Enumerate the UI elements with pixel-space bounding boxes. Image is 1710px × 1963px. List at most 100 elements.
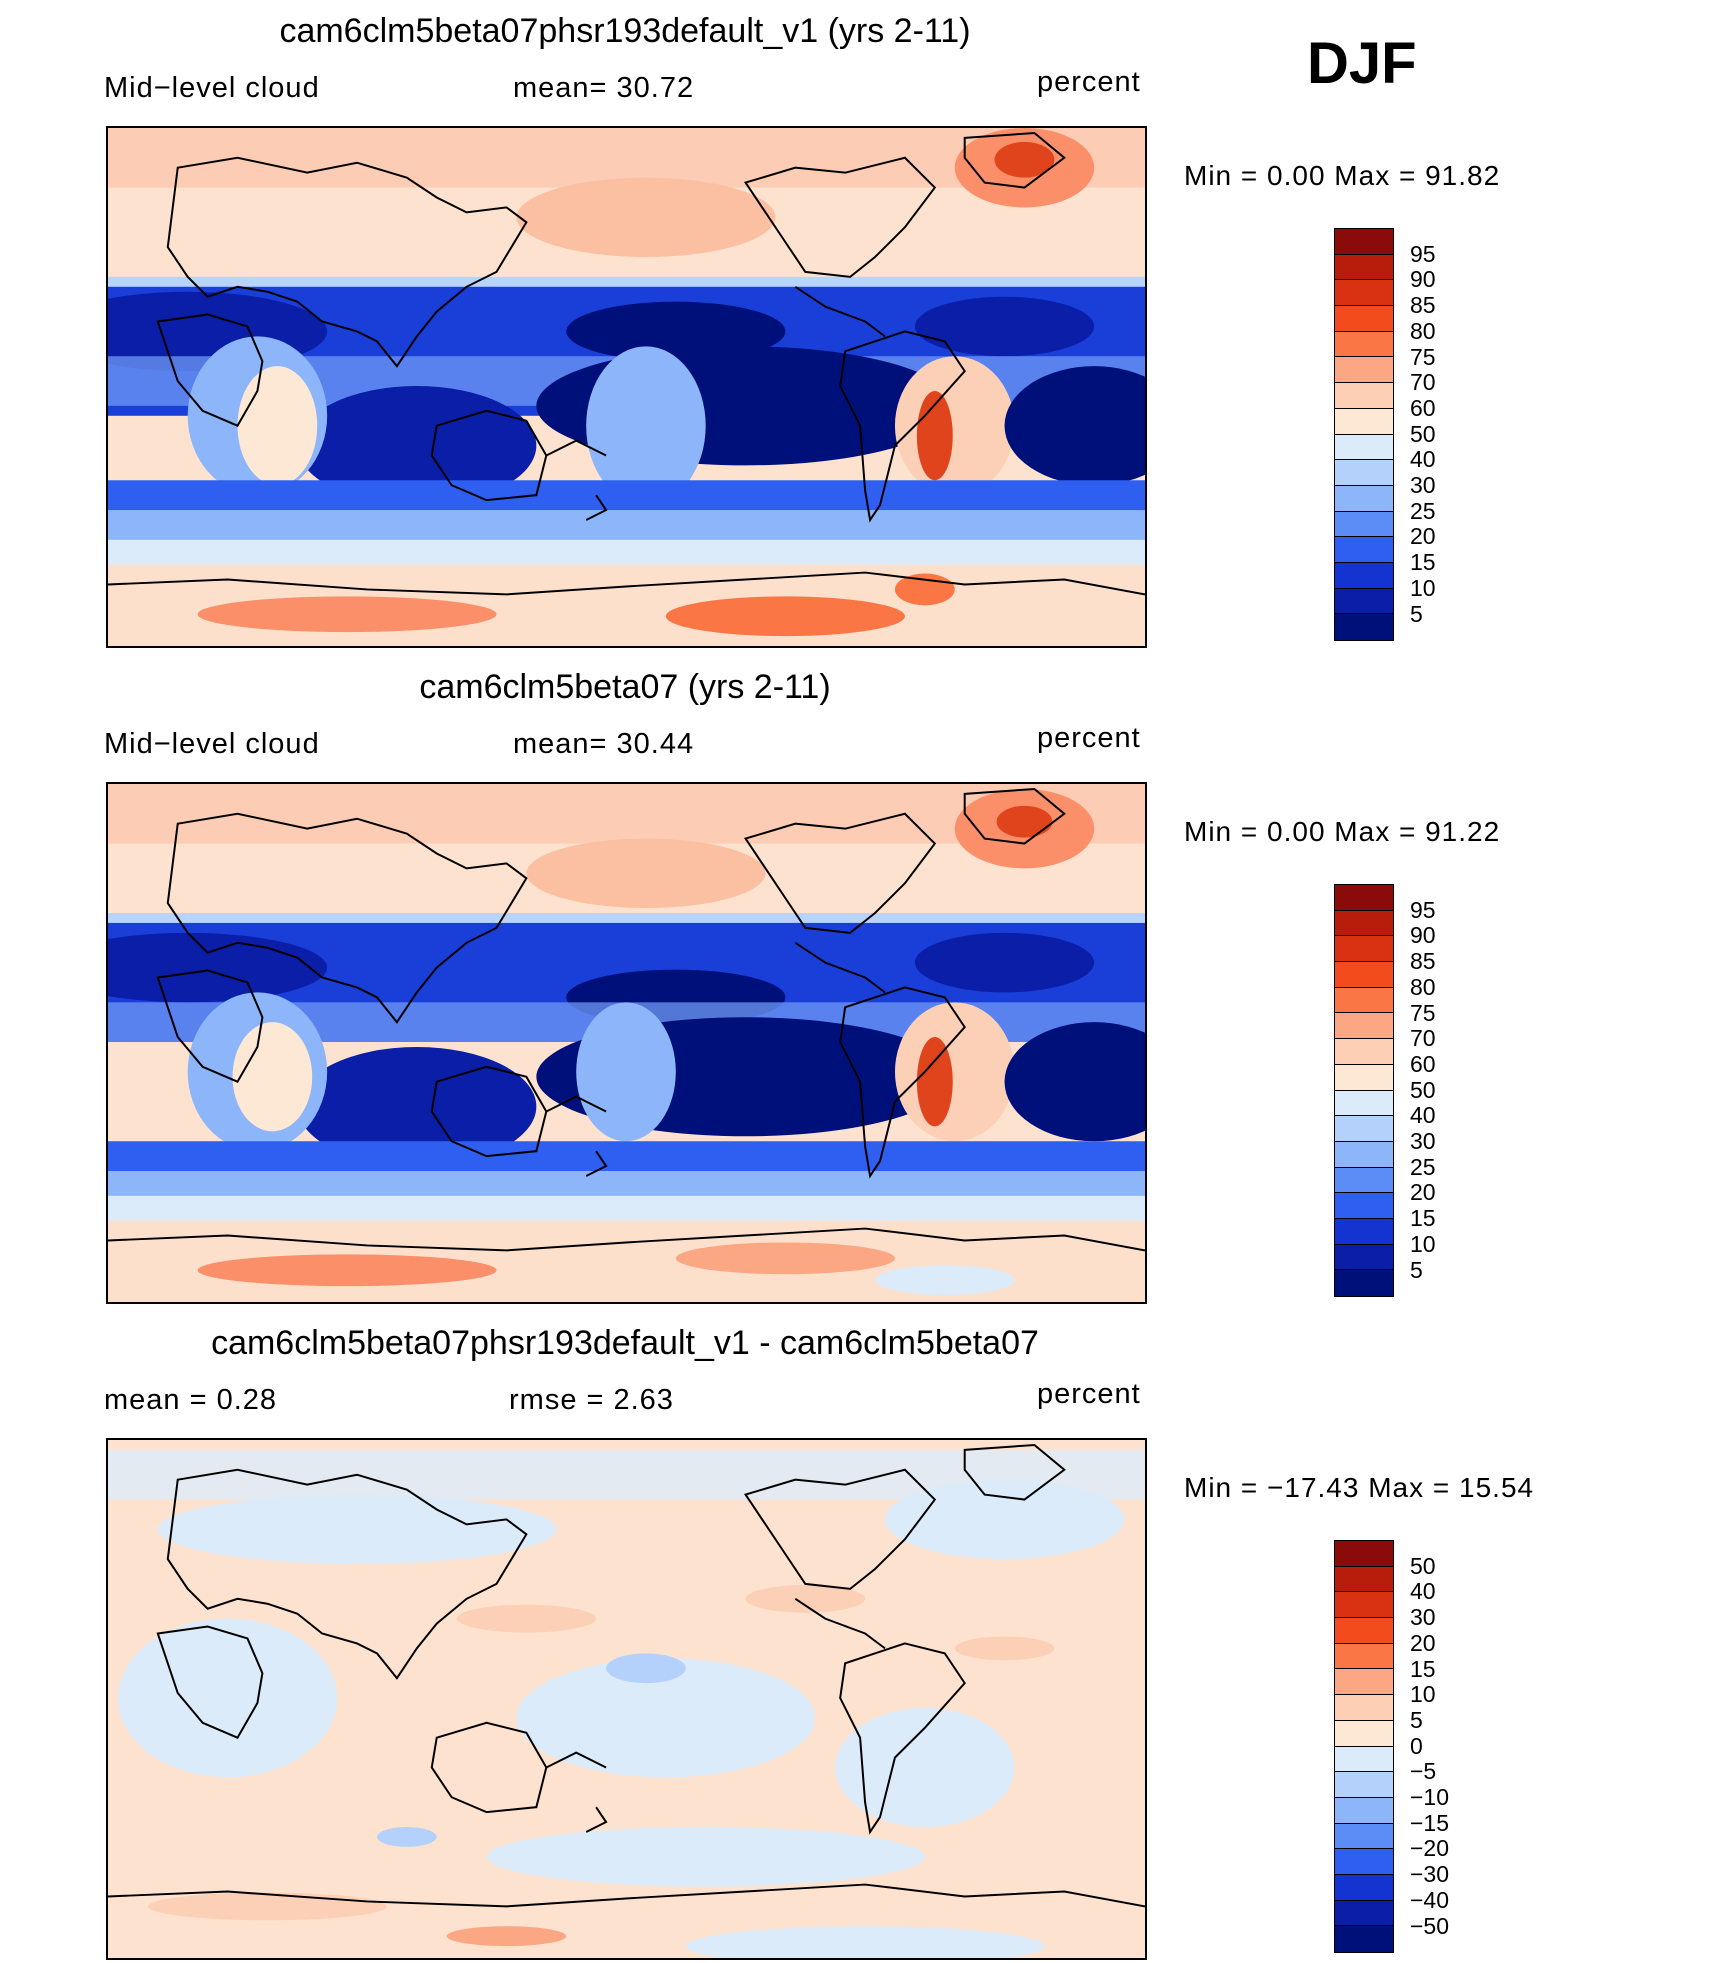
colorbar-tick-label: 10: [1410, 1230, 1436, 1257]
colorbar-tick-label: 95: [1410, 240, 1436, 267]
colorbar-tick-label: 90: [1410, 922, 1436, 949]
colorbar-swatch: [1335, 1244, 1393, 1271]
colorbar-tick-label: 60: [1410, 1050, 1436, 1077]
colorbar-tick-label: 20: [1410, 1179, 1436, 1206]
colorbar-tick-label: 5: [1410, 1256, 1423, 1283]
colorbar-swatch: [1335, 614, 1393, 640]
panel-2-variable-label: Mid−level cloud: [104, 728, 320, 760]
colorbar-swatch: [1335, 885, 1393, 911]
panel-3-contour-field: [108, 1440, 1145, 1958]
panel-2-colorbar: [1334, 884, 1394, 1297]
colorbar-swatch: [1335, 1849, 1393, 1875]
colorbar-tick-label: 90: [1410, 266, 1436, 293]
colorbar-tick-label: 10: [1410, 574, 1436, 601]
colorbar-swatch: [1335, 1193, 1393, 1219]
panel-3-coastlines: [108, 1443, 1145, 1908]
colorbar-tick-label: 15: [1410, 1205, 1436, 1232]
colorbar-swatch: [1335, 1874, 1393, 1901]
colorbar-tick-label: 25: [1410, 497, 1436, 524]
colorbar-tick-label: 95: [1410, 896, 1436, 923]
panel-1-contour-field: [108, 128, 1145, 646]
colorbar-swatch: [1335, 1900, 1393, 1927]
colorbar-swatch: [1335, 1720, 1393, 1747]
panel-1-min-max: Min = 0.00 Max = 91.82: [1184, 160, 1501, 191]
colorbar-swatch: [1335, 1090, 1393, 1117]
colorbar-swatch: [1335, 1218, 1393, 1245]
colorbar-tick-label: 75: [1410, 343, 1436, 370]
colorbar-swatch: [1335, 1116, 1393, 1142]
panel-3-map: [106, 1438, 1147, 1960]
colorbar-tick-label: 30: [1410, 1604, 1436, 1631]
colorbar-tick-label: 75: [1410, 999, 1436, 1026]
panel-3-mean-label: mean = 0.28: [104, 1384, 278, 1416]
panel-2-contour-field: [108, 784, 1145, 1302]
colorbar-swatch: [1335, 460, 1393, 486]
colorbar-swatch: [1335, 1643, 1393, 1670]
colorbar-swatch: [1335, 1746, 1393, 1773]
colorbar-tick-label: 10: [1410, 1681, 1436, 1708]
panel-1-title: cam6clm5beta07phsr193default_v1 (yrs 2-1…: [279, 12, 971, 50]
panel-2-coastlines: [108, 787, 1145, 1252]
panel-1-mean-label: mean= 30.72: [513, 72, 695, 104]
season-label: DJF: [1307, 31, 1417, 96]
colorbar-swatch: [1335, 562, 1393, 589]
panel-2-title: cam6clm5beta07 (yrs 2-11): [419, 668, 831, 706]
panel-1-coastlines: [108, 131, 1145, 596]
colorbar-swatch: [1335, 987, 1393, 1014]
colorbar-swatch: [1335, 1592, 1393, 1619]
colorbar-tick-label: 85: [1410, 948, 1436, 975]
colorbar-tick-label: 25: [1410, 1153, 1436, 1180]
colorbar-swatch: [1335, 434, 1393, 461]
panel-1-map: [106, 126, 1147, 648]
colorbar-swatch: [1335, 1618, 1393, 1644]
colorbar-swatch: [1335, 1064, 1393, 1091]
colorbar-tick-label: 15: [1410, 549, 1436, 576]
colorbar-swatch: [1335, 229, 1393, 255]
colorbar-tick-label: 85: [1410, 292, 1436, 319]
panel-3-colorbar: [1334, 1540, 1394, 1953]
colorbar-tick-label: −40: [1410, 1886, 1450, 1913]
colorbar-tick-label: 5: [1410, 600, 1423, 627]
panel-2-units-label: percent: [1037, 722, 1141, 754]
colorbar-swatch: [1335, 306, 1393, 332]
colorbar-swatch: [1335, 962, 1393, 988]
colorbar-tick-label: 20: [1410, 523, 1436, 550]
colorbar-tick-label: −30: [1410, 1861, 1450, 1888]
colorbar-tick-label: −20: [1410, 1835, 1450, 1862]
colorbar-tick-label: 70: [1410, 1025, 1436, 1052]
colorbar-tick-label: 60: [1410, 394, 1436, 421]
colorbar-tick-label: 40: [1410, 1102, 1436, 1129]
colorbar-swatch: [1335, 1039, 1393, 1065]
colorbar-tick-label: 40: [1410, 446, 1436, 473]
colorbar-tick-label: 50: [1410, 1552, 1436, 1579]
colorbar-swatch: [1335, 280, 1393, 307]
colorbar-tick-label: −50: [1410, 1912, 1450, 1939]
colorbar-tick-label: 50: [1410, 1076, 1436, 1103]
panel-3-title: cam6clm5beta07phsr193default_v1 - cam6cl…: [211, 1324, 1039, 1362]
colorbar-swatch: [1335, 936, 1393, 963]
colorbar-swatch: [1335, 1141, 1393, 1168]
panel-2-mean-label: mean= 30.44: [513, 728, 695, 760]
colorbar-tick-label: −15: [1410, 1809, 1450, 1836]
panel-3-rmse-label: rmse = 2.63: [509, 1384, 674, 1416]
colorbar-tick-label: 0: [1410, 1732, 1423, 1759]
colorbar-swatch: [1335, 254, 1393, 281]
panel-3-min-max: Min = −17.43 Max = 15.54: [1184, 1472, 1535, 1503]
colorbar-tick-label: 80: [1410, 317, 1436, 344]
colorbar-swatch: [1335, 1013, 1393, 1040]
colorbar-swatch: [1335, 1926, 1393, 1952]
colorbar-swatch: [1335, 1541, 1393, 1567]
colorbar-tick-label: −10: [1410, 1784, 1450, 1810]
colorbar-tick-label: 50: [1410, 420, 1436, 447]
colorbar-swatch: [1335, 408, 1393, 435]
colorbar-tick-label: 80: [1410, 973, 1436, 1000]
colorbar-tick-label: −5: [1410, 1758, 1437, 1785]
colorbar-swatch: [1335, 588, 1393, 615]
colorbar-swatch: [1335, 1669, 1393, 1696]
colorbar-swatch: [1335, 357, 1393, 384]
colorbar-tick-label: 5: [1410, 1706, 1423, 1733]
panel-2-min-max: Min = 0.00 Max = 91.22: [1184, 816, 1501, 847]
colorbar-swatch: [1335, 1270, 1393, 1296]
colorbar-swatch: [1335, 537, 1393, 563]
colorbar-swatch: [1335, 1167, 1393, 1194]
